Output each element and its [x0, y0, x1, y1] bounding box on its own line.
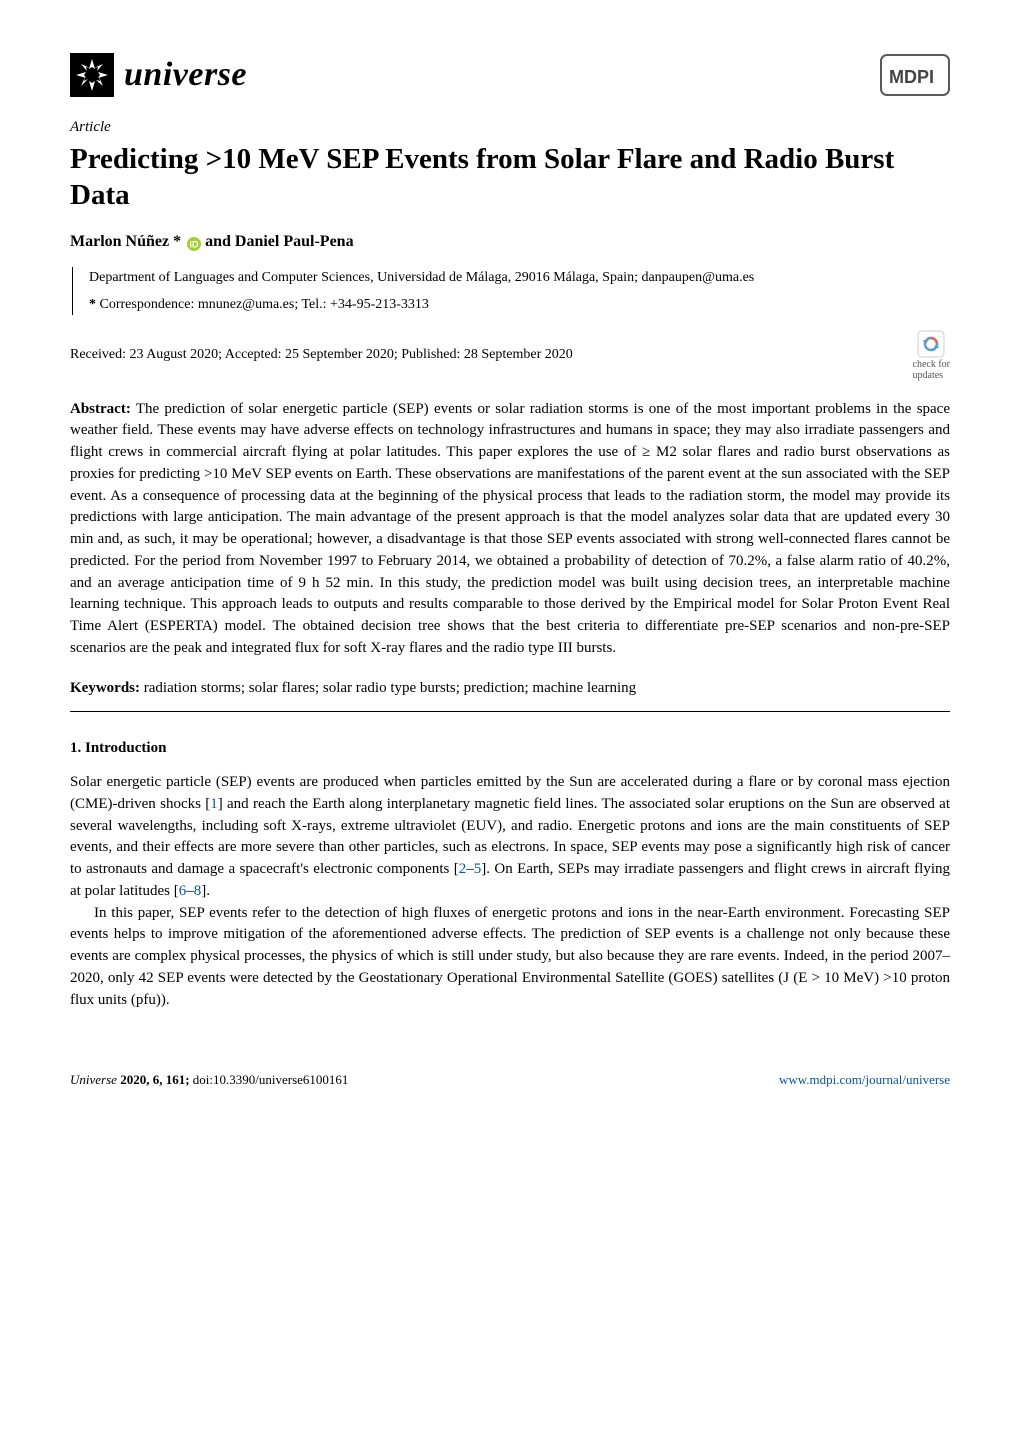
para1-text-d: ].: [201, 883, 210, 899]
svg-text:iD: iD: [190, 239, 200, 249]
footer-doi: doi:10.3390/universe6100161: [193, 1072, 349, 1087]
dates-row: Received: 23 August 2020; Accepted: 25 S…: [70, 329, 950, 381]
footer-journal: Universe: [70, 1072, 117, 1087]
orcid-icon[interactable]: iD: [187, 235, 201, 249]
author-sep: and: [205, 233, 235, 250]
check-updates-label: check for updates: [913, 359, 950, 381]
correspondence-text: Correspondence: mnunez@uma.es; Tel.: +34…: [100, 297, 429, 312]
authors: Marlon Núñez * iD and Daniel Paul-Pena: [70, 230, 950, 253]
keywords-text: radiation storms; solar flares; solar ra…: [144, 680, 636, 696]
footer-year-vol: 2020, 6, 161;: [120, 1072, 189, 1087]
abstract: Abstract: The prediction of solar energe…: [70, 399, 950, 660]
correspondence: * Correspondence: mnunez@uma.es; Tel.: +…: [89, 294, 950, 315]
abstract-text: The prediction of solar energetic partic…: [70, 401, 950, 656]
citation-link[interactable]: 1: [210, 796, 218, 812]
section-1-para-2: In this paper, SEP events refer to the d…: [70, 903, 950, 1012]
publisher-logo: MDPI: [880, 54, 950, 96]
footer-url-link[interactable]: www.mdpi.com/journal/universe: [779, 1072, 950, 1087]
journal-logo-icon: [70, 53, 114, 97]
footer-right: www.mdpi.com/journal/universe: [779, 1071, 950, 1090]
header: universe MDPI: [70, 50, 950, 99]
cite-dash: –: [186, 883, 194, 899]
keywords: Keywords: radiation storms; solar flares…: [70, 678, 950, 700]
svg-text:MDPI: MDPI: [889, 67, 934, 87]
journal-logo-block: universe: [70, 50, 247, 99]
correspondence-symbol: *: [89, 297, 96, 312]
separator-rule: [70, 711, 950, 712]
author-1: Marlon Núñez *: [70, 233, 181, 250]
section-1-para-1: Solar energetic particle (SEP) events ar…: [70, 772, 950, 903]
page-footer: Universe 2020, 6, 161; doi:10.3390/unive…: [70, 1071, 950, 1090]
article-type: Article: [70, 117, 950, 139]
author-2: Daniel Paul-Pena: [235, 233, 354, 250]
section-1-heading: 1. Introduction: [70, 738, 950, 760]
abstract-label: Abstract:: [70, 401, 131, 417]
para2-text: In this paper, SEP events refer to the d…: [70, 905, 950, 1008]
footer-left: Universe 2020, 6, 161; doi:10.3390/unive…: [70, 1071, 348, 1090]
article-title: Predicting >10 MeV SEP Events from Solar…: [70, 141, 950, 214]
check-updates-badge[interactable]: check for updates: [913, 329, 950, 381]
affiliation: Department of Languages and Computer Sci…: [89, 267, 950, 288]
affiliation-block: Department of Languages and Computer Sci…: [72, 267, 950, 315]
check-updates-icon: [916, 329, 946, 359]
journal-name: universe: [124, 50, 247, 99]
cite-dash: –: [466, 861, 474, 877]
keywords-label: Keywords:: [70, 680, 140, 696]
publication-dates: Received: 23 August 2020; Accepted: 25 S…: [70, 345, 573, 365]
